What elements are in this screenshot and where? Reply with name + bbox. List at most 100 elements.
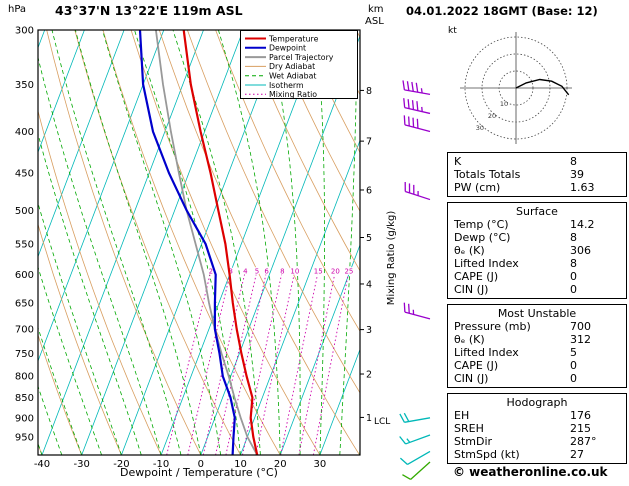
axis-labels: 3003504004505005506006507007508008509009… xyxy=(8,3,397,479)
wind-barbs xyxy=(399,80,431,480)
row-value: 0 xyxy=(570,372,577,385)
table-title: Hodograph xyxy=(506,396,568,409)
mixing-ratio-value: 8 xyxy=(280,268,284,276)
km-tick-label: 8 xyxy=(366,86,372,97)
row-value: 287° xyxy=(570,435,597,448)
hodograph-ring-label: 30 xyxy=(476,124,484,132)
mixing-ratio-labels: 2 3 4 5 6 8 10 15 20 25 xyxy=(207,266,354,277)
row-value: 8 xyxy=(570,231,577,244)
legend-label: Temperature xyxy=(268,34,319,43)
credit-footer: © weatheronline.co.uk xyxy=(453,465,608,479)
hodograph-ring-label: 10 xyxy=(500,100,508,108)
row-value: 39 xyxy=(570,168,584,181)
km-label: km xyxy=(368,4,384,15)
km-tick-label: 4 xyxy=(366,279,372,290)
row-label: StmDir xyxy=(454,435,493,448)
hodograph-trace xyxy=(515,78,570,96)
temp-tick-label: 20 xyxy=(274,459,287,470)
temp-tick-label: -20 xyxy=(113,459,129,470)
row-label: Temp (°C) xyxy=(454,218,509,231)
legend-label: Mixing Ratio xyxy=(269,90,317,99)
row-label: Dewp (°C) xyxy=(454,231,511,244)
table-row: CAPE (J) 0 xyxy=(448,270,626,283)
sounding-curves xyxy=(138,30,259,455)
row-value: 215 xyxy=(570,422,591,435)
row-value: 5 xyxy=(570,346,577,359)
asl-label: ASL xyxy=(365,16,384,27)
row-label: CAPE (J) xyxy=(454,270,499,283)
skewt-grid xyxy=(38,30,360,455)
km-tick-label: 2 xyxy=(366,370,372,381)
row-label: StmSpd (kt) xyxy=(454,448,520,461)
table-row: θₑ (K) 306 xyxy=(448,244,626,257)
lcl-label: LCL xyxy=(374,417,390,427)
pressure-tick-label: 850 xyxy=(15,393,34,404)
km-tick-label: 6 xyxy=(366,185,372,196)
table-row: CIN (J) 0 xyxy=(448,283,626,296)
hodograph-ring-label: 20 xyxy=(488,112,496,120)
row-label: K xyxy=(454,155,462,168)
legend-label: Dry Adiabat xyxy=(269,62,315,71)
mixing-ratio-value: 6 xyxy=(264,268,269,276)
km-tick-label: 3 xyxy=(366,325,372,336)
row-value: 8 xyxy=(570,155,577,168)
indices-table: Surface Temp (°C) 14.2 Dewp (°C) 8 θₑ (K) 306 L… xyxy=(447,202,627,299)
datetime-title: 04.01.2022 18GMT (Base: 12) xyxy=(406,4,598,18)
row-value: 0 xyxy=(570,283,577,296)
pressure-tick-label: 900 xyxy=(15,413,34,424)
pressure-tick-label: 600 xyxy=(15,270,34,281)
legend-label: Isotherm xyxy=(269,81,304,90)
mixing-ratio-value: 20 xyxy=(331,268,340,276)
pressure-unit-label: hPa xyxy=(8,4,26,15)
table-row: Temp (°C) 14.2 xyxy=(448,218,626,231)
km-tick-label: 5 xyxy=(366,233,372,244)
temp-tick-label: 30 xyxy=(314,459,327,470)
row-label: Lifted Index xyxy=(454,346,519,359)
km-tick-label: 1 xyxy=(366,413,372,424)
skewt-chart: 2 3 4 5 6 8 10 15 20 2530035040045050055060065070… xyxy=(8,3,431,480)
table-row: CIN (J) 0 xyxy=(448,372,626,385)
mixing-ratio-axis-label: Mixing Ratio (g/kg) xyxy=(386,211,397,306)
table-row: Lifted Index 5 xyxy=(448,346,626,359)
table-title: Surface xyxy=(516,205,558,218)
pressure-tick-label: 500 xyxy=(15,206,34,217)
row-label: SREH xyxy=(454,422,484,435)
row-label: PW (cm) xyxy=(454,181,501,194)
table-row: StmSpd (kt) 27 xyxy=(448,448,626,461)
table-row: Pressure (mb) 700 xyxy=(448,320,626,333)
pressure-tick-label: 550 xyxy=(15,239,34,250)
station-title: 43°37'N 13°22'E 119m ASL xyxy=(55,3,243,18)
mixing-ratio-value: 3 xyxy=(228,268,232,276)
kt-unit-label: kt xyxy=(448,26,457,36)
mixing-ratio-value: 15 xyxy=(314,268,323,276)
row-value: 700 xyxy=(570,320,591,333)
row-label: EH xyxy=(454,409,470,422)
dewpoint-curve xyxy=(138,30,236,455)
parcel-trajectory-curve xyxy=(155,30,258,455)
temp-tick-label: -40 xyxy=(34,459,50,470)
temp-tick-label: 0 xyxy=(198,459,204,470)
row-value: 306 xyxy=(570,244,591,257)
pressure-tick-label: 950 xyxy=(15,432,34,443)
row-label: Totals Totals xyxy=(454,168,521,181)
row-value: 1.63 xyxy=(570,181,595,194)
indices-tables: K 8 Totals Totals 39 PW (cm) 1.63 Surface Temp … xyxy=(447,152,627,469)
row-label: CIN (J) xyxy=(454,283,489,296)
hodograph-chart: 10 20 30 kt xyxy=(448,26,572,144)
km-tick-label: 7 xyxy=(366,137,372,148)
mixing-ratio-value: 25 xyxy=(344,268,353,276)
row-label: θₑ (K) xyxy=(454,244,485,257)
table-row: StmDir 287° xyxy=(448,435,626,448)
table-row: Dewp (°C) 8 xyxy=(448,231,626,244)
row-value: 0 xyxy=(570,270,577,283)
row-label: CAPE (J) xyxy=(454,359,499,372)
legend-label: Wet Adiabat xyxy=(269,72,316,81)
mixing-ratio-value: 4 xyxy=(243,268,248,276)
pressure-tick-label: 300 xyxy=(15,26,34,37)
row-value: 0 xyxy=(570,359,577,372)
table-row: Lifted Index 8 xyxy=(448,257,626,270)
pressure-tick-label: 400 xyxy=(15,127,34,138)
x-axis-title: Dewpoint / Temperature (°C) xyxy=(120,466,278,479)
